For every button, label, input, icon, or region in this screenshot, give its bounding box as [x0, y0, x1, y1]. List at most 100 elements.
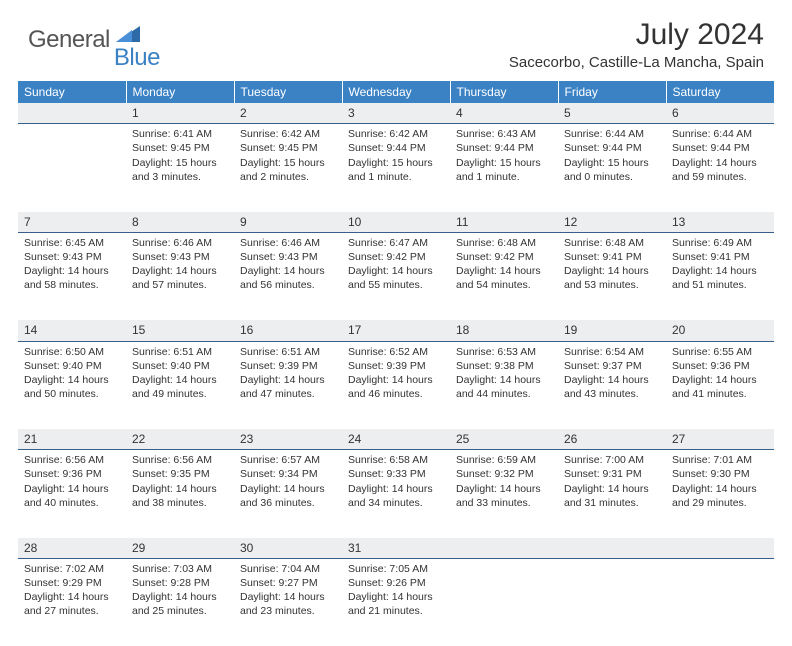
day-cell: Sunrise: 6:43 AMSunset: 9:44 PMDaylight:… — [450, 124, 558, 212]
day-number-cell — [666, 538, 774, 559]
daylight-text: Daylight: 14 hours and 38 minutes. — [132, 482, 228, 510]
day-body: Sunrise: 6:50 AMSunset: 9:40 PMDaylight:… — [18, 342, 126, 408]
day-cell: Sunrise: 6:56 AMSunset: 9:36 PMDaylight:… — [18, 450, 126, 538]
sunrise-text: Sunrise: 6:48 AM — [564, 236, 660, 250]
day-body: Sunrise: 6:44 AMSunset: 9:44 PMDaylight:… — [666, 124, 774, 190]
day-number-cell: 1 — [126, 103, 234, 124]
day-number-cell: 7 — [18, 212, 126, 233]
sunset-text: Sunset: 9:36 PM — [24, 467, 120, 481]
day-body: Sunrise: 7:04 AMSunset: 9:27 PMDaylight:… — [234, 559, 342, 625]
daylight-text: Daylight: 14 hours and 25 minutes. — [132, 590, 228, 618]
day-number-cell: 6 — [666, 103, 774, 124]
day-body: Sunrise: 6:57 AMSunset: 9:34 PMDaylight:… — [234, 450, 342, 516]
brand-text-general: General — [28, 26, 110, 54]
day-number-row: 14151617181920 — [18, 320, 774, 341]
day-number-cell: 27 — [666, 429, 774, 450]
daylight-text: Daylight: 14 hours and 41 minutes. — [672, 373, 768, 401]
day-body-row: Sunrise: 6:50 AMSunset: 9:40 PM Daylight:… — [18, 341, 774, 429]
sunset-text: Sunset: 9:42 PM — [456, 250, 552, 264]
daylight-text: Daylight: 15 hours and 1 minute. — [348, 156, 444, 184]
daylight-text: Daylight: 15 hours and 3 minutes. — [132, 156, 228, 184]
sunset-text: Sunset: 9:44 PM — [456, 141, 552, 155]
day-cell: Sunrise: 7:01 AMSunset: 9:30 PMDaylight:… — [666, 450, 774, 538]
day-cell: Sunrise: 6:46 AMSunset: 9:43 PMDaylight:… — [234, 232, 342, 320]
day-body: Sunrise: 6:56 AMSunset: 9:36 PMDaylight:… — [18, 450, 126, 516]
day-body: Sunrise: 6:58 AMSunset: 9:33 PMDaylight:… — [342, 450, 450, 516]
sunrise-text: Sunrise: 6:58 AM — [348, 453, 444, 467]
day-cell: Sunrise: 6:49 AMSunset: 9:41 PMDaylight:… — [666, 232, 774, 320]
day-body: Sunrise: 6:43 AMSunset: 9:44 PMDaylight:… — [450, 124, 558, 190]
day-number-cell: 4 — [450, 103, 558, 124]
day-number-row: 28293031 — [18, 538, 774, 559]
daylight-text: Daylight: 14 hours and 29 minutes. — [672, 482, 768, 510]
daylight-text: Daylight: 14 hours and 57 minutes. — [132, 264, 228, 292]
day-cell — [18, 124, 126, 212]
sunrise-text: Sunrise: 6:41 AM — [132, 127, 228, 141]
day-body: Sunrise: 6:56 AMSunset: 9:35 PMDaylight:… — [126, 450, 234, 516]
sunrise-text: Sunrise: 6:42 AM — [348, 127, 444, 141]
daylight-text: Daylight: 14 hours and 36 minutes. — [240, 482, 336, 510]
day-body: Sunrise: 7:03 AMSunset: 9:28 PMDaylight:… — [126, 559, 234, 625]
day-number-cell: 9 — [234, 212, 342, 233]
sunset-text: Sunset: 9:29 PM — [24, 576, 120, 590]
day-body: Sunrise: 6:41 AMSunset: 9:45 PMDaylight:… — [126, 124, 234, 190]
day-number-cell — [558, 538, 666, 559]
sunset-text: Sunset: 9:45 PM — [132, 141, 228, 155]
day-cell: Sunrise: 6:55 AMSunset: 9:36 PMDaylight:… — [666, 341, 774, 429]
day-number-cell: 5 — [558, 103, 666, 124]
day-body — [18, 124, 126, 133]
day-body: Sunrise: 6:52 AMSunset: 9:39 PMDaylight:… — [342, 342, 450, 408]
daylight-text: Daylight: 14 hours and 53 minutes. — [564, 264, 660, 292]
sunrise-text: Sunrise: 6:44 AM — [672, 127, 768, 141]
day-body: Sunrise: 6:42 AMSunset: 9:45 PMDaylight:… — [234, 124, 342, 190]
day-number-cell: 2 — [234, 103, 342, 124]
day-number-cell — [450, 538, 558, 559]
sunset-text: Sunset: 9:42 PM — [348, 250, 444, 264]
day-cell: Sunrise: 6:59 AMSunset: 9:32 PMDaylight:… — [450, 450, 558, 538]
day-body-row: Sunrise: 7:02 AMSunset: 9:29 PM Daylight:… — [18, 558, 774, 646]
day-number-row: 21222324252627 — [18, 429, 774, 450]
sunrise-text: Sunrise: 6:46 AM — [240, 236, 336, 250]
sunrise-text: Sunrise: 7:02 AM — [24, 562, 120, 576]
daylight-text: Daylight: 14 hours and 40 minutes. — [24, 482, 120, 510]
sunset-text: Sunset: 9:45 PM — [240, 141, 336, 155]
daylight-text: Daylight: 14 hours and 54 minutes. — [456, 264, 552, 292]
sunset-text: Sunset: 9:43 PM — [132, 250, 228, 264]
day-number-row: 123456 — [18, 103, 774, 124]
sunrise-text: Sunrise: 6:55 AM — [672, 345, 768, 359]
day-number-cell: 15 — [126, 320, 234, 341]
daylight-text: Daylight: 14 hours and 55 minutes. — [348, 264, 444, 292]
day-body-row: Sunrise: 6:41 AMSunset: 9:45 PMDaylight:… — [18, 124, 774, 212]
daylight-text: Daylight: 14 hours and 23 minutes. — [240, 590, 336, 618]
location-subtitle: Sacecorbo, Castille-La Mancha, Spain — [509, 54, 764, 71]
sunset-text: Sunset: 9:37 PM — [564, 359, 660, 373]
day-number-cell: 31 — [342, 538, 450, 559]
day-number-cell: 10 — [342, 212, 450, 233]
day-cell: Sunrise: 6:46 AMSunset: 9:43 PMDaylight:… — [126, 232, 234, 320]
day-body: Sunrise: 7:05 AMSunset: 9:26 PMDaylight:… — [342, 559, 450, 625]
day-number-row: 78910111213 — [18, 212, 774, 233]
sunset-text: Sunset: 9:43 PM — [240, 250, 336, 264]
sunrise-text: Sunrise: 6:49 AM — [672, 236, 768, 250]
sunrise-text: Sunrise: 7:04 AM — [240, 562, 336, 576]
sunrise-text: Sunrise: 7:00 AM — [564, 453, 660, 467]
daylight-text: Daylight: 14 hours and 47 minutes. — [240, 373, 336, 401]
day-number-cell: 17 — [342, 320, 450, 341]
sunrise-text: Sunrise: 6:50 AM — [24, 345, 120, 359]
sunrise-text: Sunrise: 6:48 AM — [456, 236, 552, 250]
sunset-text: Sunset: 9:38 PM — [456, 359, 552, 373]
day-body: Sunrise: 6:49 AMSunset: 9:41 PMDaylight:… — [666, 233, 774, 299]
sunrise-text: Sunrise: 6:51 AM — [132, 345, 228, 359]
day-number-cell: 8 — [126, 212, 234, 233]
day-number-cell: 16 — [234, 320, 342, 341]
day-body: Sunrise: 6:44 AMSunset: 9:44 PMDaylight:… — [558, 124, 666, 190]
daylight-text: Daylight: 14 hours and 49 minutes. — [132, 373, 228, 401]
sunrise-text: Sunrise: 7:03 AM — [132, 562, 228, 576]
day-body: Sunrise: 6:53 AMSunset: 9:38 PMDaylight:… — [450, 342, 558, 408]
sunset-text: Sunset: 9:32 PM — [456, 467, 552, 481]
day-cell: Sunrise: 6:48 AMSunset: 9:41 PMDaylight:… — [558, 232, 666, 320]
sunset-text: Sunset: 9:40 PM — [24, 359, 120, 373]
daylight-text: Daylight: 14 hours and 44 minutes. — [456, 373, 552, 401]
day-number-cell: 22 — [126, 429, 234, 450]
sunset-text: Sunset: 9:44 PM — [348, 141, 444, 155]
